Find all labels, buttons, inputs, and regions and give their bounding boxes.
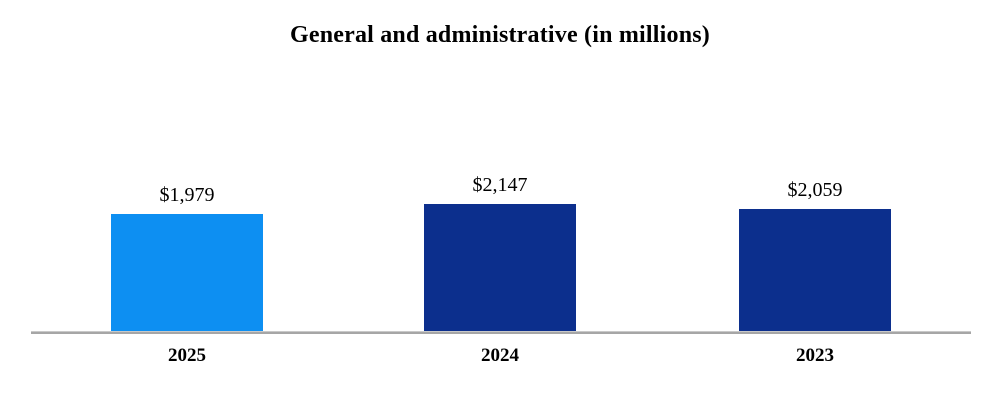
chart-title: General and administrative (in millions) (289, 22, 710, 48)
bar-value-label-2024: $2,147 (472, 174, 528, 196)
x-axis-label-2023: 2023 (796, 345, 834, 366)
bar-group-2023: $2,059 (739, 179, 891, 331)
bar-group-2024: $2,147 (424, 174, 576, 331)
bar-2025 (111, 214, 263, 331)
bar-value-label-2023: $2,059 (787, 179, 843, 201)
x-axis-label-2025: 2025 (168, 345, 206, 366)
bar-2024 (424, 204, 576, 331)
bar-group-2025: $1,979 (111, 184, 263, 331)
bar-value-label-2025: $1,979 (159, 184, 215, 206)
bar-2023 (739, 209, 891, 331)
x-axis-label-2024: 2024 (481, 345, 519, 366)
x-axis-line (31, 331, 971, 334)
